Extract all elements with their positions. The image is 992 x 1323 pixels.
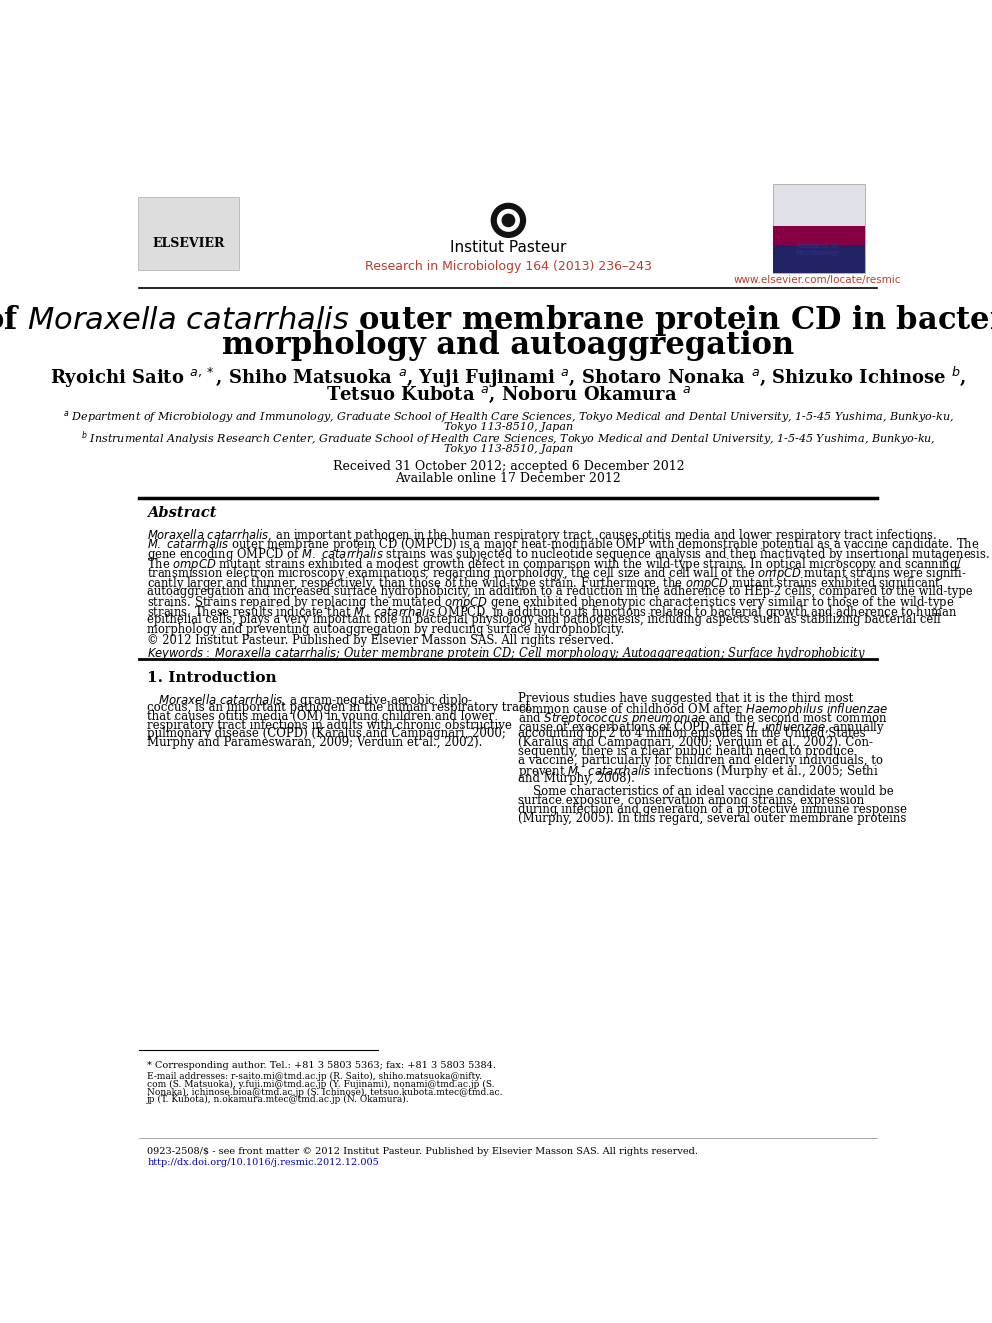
Text: prevent $\it{M.\ catarrhalis}$ infections (Murphy et al., 2005; Sethi: prevent $\it{M.\ catarrhalis}$ infection… — [518, 763, 879, 779]
Text: strains. Strains repaired by replacing the mutated $\it{ompCD}$ gene exhibited p: strains. Strains repaired by replacing t… — [147, 594, 954, 611]
Text: com (S. Matsuoka), y.fuji.mi@tmd.ac.jp (Y. Fujinami), nonami@tmd.ac.jp (S.: com (S. Matsuoka), y.fuji.mi@tmd.ac.jp (… — [147, 1080, 495, 1089]
Text: (Karalus and Campagnari, 2000; Verduin et al., 2002). Con-: (Karalus and Campagnari, 2000; Verduin e… — [518, 737, 873, 749]
Text: $\it{M.\ catarrhalis}$ outer membrane protein CD (OMPCD) is a major heat-modifia: $\it{M.\ catarrhalis}$ outer membrane pr… — [147, 536, 980, 553]
Text: strains. These results indicate that $\it{M.\ catarrhalis}$ OMPCD, in addition t: strains. These results indicate that $\i… — [147, 603, 958, 620]
Text: autoaggregation and increased surface hydrophobicity, in addition to a reduction: autoaggregation and increased surface hy… — [147, 585, 973, 598]
Circle shape — [502, 214, 515, 226]
Text: $\it{Keywords:\ Moraxella\ catarrhalis}$; Outer membrane protein CD; Cell morpho: $\it{Keywords:\ Moraxella\ catarrhalis}$… — [147, 646, 866, 662]
Text: gene encoding OMPCD of $\it{M.\ catarrhalis}$ strains was subjected to nucleotid: gene encoding OMPCD of $\it{M.\ catarrha… — [147, 546, 990, 564]
Text: Tetsuo Kubota $^{a}$, Noboru Okamura $^{a}$: Tetsuo Kubota $^{a}$, Noboru Okamura $^{… — [325, 385, 691, 405]
Text: coccus, is an important pathogen in the human respiratory tract: coccus, is an important pathogen in the … — [147, 701, 531, 714]
Text: surface exposure, conservation among strains, expression: surface exposure, conservation among str… — [518, 794, 864, 807]
Text: 1. Introduction: 1. Introduction — [147, 671, 277, 685]
Text: (Murphy, 2005). In this regard, several outer membrane proteins: (Murphy, 2005). In this regard, several … — [518, 811, 906, 824]
Text: Ryoichi Saito $^{a,*}$, Shiho Matsuoka $^{a}$, Yuji Fujinami $^{a}$, Shotaro Non: Ryoichi Saito $^{a,*}$, Shiho Matsuoka $… — [51, 365, 966, 390]
Text: a vaccine, particularly for children and elderly individuals, to: a vaccine, particularly for children and… — [518, 754, 883, 767]
Text: and Murphy, 2008).: and Murphy, 2008). — [518, 771, 635, 785]
Circle shape — [491, 204, 526, 237]
Text: E-mail addresses: r-saito.mi@tmd.ac.jp (R. Saito), shiho.matsuoka@nifty.: E-mail addresses: r-saito.mi@tmd.ac.jp (… — [147, 1072, 482, 1081]
Text: Previous studies have suggested that it is the third most: Previous studies have suggested that it … — [518, 692, 853, 705]
Text: jp (T. Kubota), n.okamura.mtec@tmd.ac.jp (N. Okamura).: jp (T. Kubota), n.okamura.mtec@tmd.ac.jp… — [147, 1095, 410, 1105]
Bar — [138, 197, 239, 270]
Bar — [774, 238, 865, 273]
Bar — [774, 184, 865, 273]
Text: Nonaka), ichinose.bioa@tmd.ac.jp (S. Ichinose), tetsuo.kubota.mtec@tmd.ac.: Nonaka), ichinose.bioa@tmd.ac.jp (S. Ich… — [147, 1088, 503, 1097]
Text: Abstract: Abstract — [147, 505, 216, 520]
Text: The $\it{ompCD}$ mutant strains exhibited a modest growth defect in comparison w: The $\it{ompCD}$ mutant strains exhibite… — [147, 556, 963, 573]
Text: © 2012 Institut Pasteur. Published by Elsevier Masson SAS. All rights reserved.: © 2012 Institut Pasteur. Published by El… — [147, 634, 614, 647]
Text: epithelial cells, plays a very important role in bacterial physiology and pathog: epithelial cells, plays a very important… — [147, 614, 941, 627]
Text: $\it{Moraxella\ catarrhalis}$, a gram-negative aerobic diplo-: $\it{Moraxella\ catarrhalis}$, a gram-ne… — [147, 692, 473, 709]
Text: accounting for 2 to 4 million episodes in the United States: accounting for 2 to 4 million episodes i… — [518, 728, 865, 741]
Text: Institut Pasteur: Institut Pasteur — [450, 239, 566, 255]
Text: pulmonary disease (COPD) (Karalus and Campagnari, 2000;: pulmonary disease (COPD) (Karalus and Ca… — [147, 728, 506, 741]
Text: Murphy and Parameswaran, 2009; Verduin et al., 2002).: Murphy and Parameswaran, 2009; Verduin e… — [147, 737, 483, 749]
Text: $^{a}$ Department of Microbiology and Immunology, Graduate School of Health Care: $^{a}$ Department of Microbiology and Im… — [62, 410, 954, 426]
Text: Tokyo 113-8510, Japan: Tokyo 113-8510, Japan — [443, 422, 573, 433]
Text: $^{b}$ Instrumental Analysis Research Center, Graduate School of Health Care Sci: $^{b}$ Instrumental Analysis Research Ce… — [81, 430, 935, 448]
Text: Research in
Microbiology: Research in Microbiology — [796, 243, 840, 257]
Text: www.elsevier.com/locate/resmic: www.elsevier.com/locate/resmic — [734, 275, 902, 286]
Text: and $\it{Streptococcus\ pneumoniae}$ and the second most common: and $\it{Streptococcus\ pneumoniae}$ and… — [518, 709, 887, 726]
Text: Role of $\it{Moraxella\ catarrhalis}$ outer membrane protein CD in bacterial cel: Role of $\it{Moraxella\ catarrhalis}$ ou… — [0, 303, 992, 337]
Text: Tokyo 113-8510, Japan: Tokyo 113-8510, Japan — [443, 445, 573, 454]
Circle shape — [498, 209, 519, 232]
Text: Research in Microbiology 164 (2013) 236–243: Research in Microbiology 164 (2013) 236–… — [365, 261, 652, 273]
Text: sequently, there is a clear public health need to produce: sequently, there is a clear public healt… — [518, 745, 854, 758]
Text: respiratory tract infections in adults with chronic obstructive: respiratory tract infections in adults w… — [147, 718, 512, 732]
Text: 0923-2508/$ - see front matter © 2012 Institut Pasteur. Published by Elsevier Ma: 0923-2508/$ - see front matter © 2012 In… — [147, 1147, 698, 1156]
Text: Received 31 October 2012; accepted 6 December 2012: Received 31 October 2012; accepted 6 Dec… — [332, 460, 684, 474]
Text: Available online 17 December 2012: Available online 17 December 2012 — [396, 472, 621, 484]
Text: ELSEVIER: ELSEVIER — [152, 237, 224, 250]
Bar — [774, 226, 865, 245]
Text: during infection and generation of a protective immune response: during infection and generation of a pro… — [518, 803, 907, 816]
Text: transmission electron microscopy examinations, regarding morphology, the cell si: transmission electron microscopy examina… — [147, 565, 967, 582]
Text: Some characteristics of an ideal vaccine candidate would be: Some characteristics of an ideal vaccine… — [518, 785, 894, 798]
Text: morphology and preventing autoaggregation by reducing surface hydrophobicity.: morphology and preventing autoaggregatio… — [147, 623, 625, 636]
Text: http://dx.doi.org/10.1016/j.resmic.2012.12.005: http://dx.doi.org/10.1016/j.resmic.2012.… — [147, 1158, 379, 1167]
Text: common cause of childhood OM after $\it{Haemophilus\ influenzae}$: common cause of childhood OM after $\it{… — [518, 701, 888, 718]
Text: * Corresponding author. Tel.: +81 3 5803 5363; fax: +81 3 5803 5384.: * Corresponding author. Tel.: +81 3 5803… — [147, 1061, 496, 1070]
Text: that causes otitis media (OM) in young children and lower: that causes otitis media (OM) in young c… — [147, 709, 494, 722]
Text: cause of exacerbations of COPD after $\it{H.\ influenzae}$, annually: cause of exacerbations of COPD after $\i… — [518, 718, 885, 736]
Text: $\it{Moraxella\ catarrhalis}$, an important pathogen in the human respiratory tr: $\it{Moraxella\ catarrhalis}$, an import… — [147, 527, 937, 544]
Text: morphology and autoaggregation: morphology and autoaggregation — [222, 329, 795, 361]
Text: cantly larger and thinner, respectively, than those of the wild-type strain. Fur: cantly larger and thinner, respectively,… — [147, 576, 941, 591]
